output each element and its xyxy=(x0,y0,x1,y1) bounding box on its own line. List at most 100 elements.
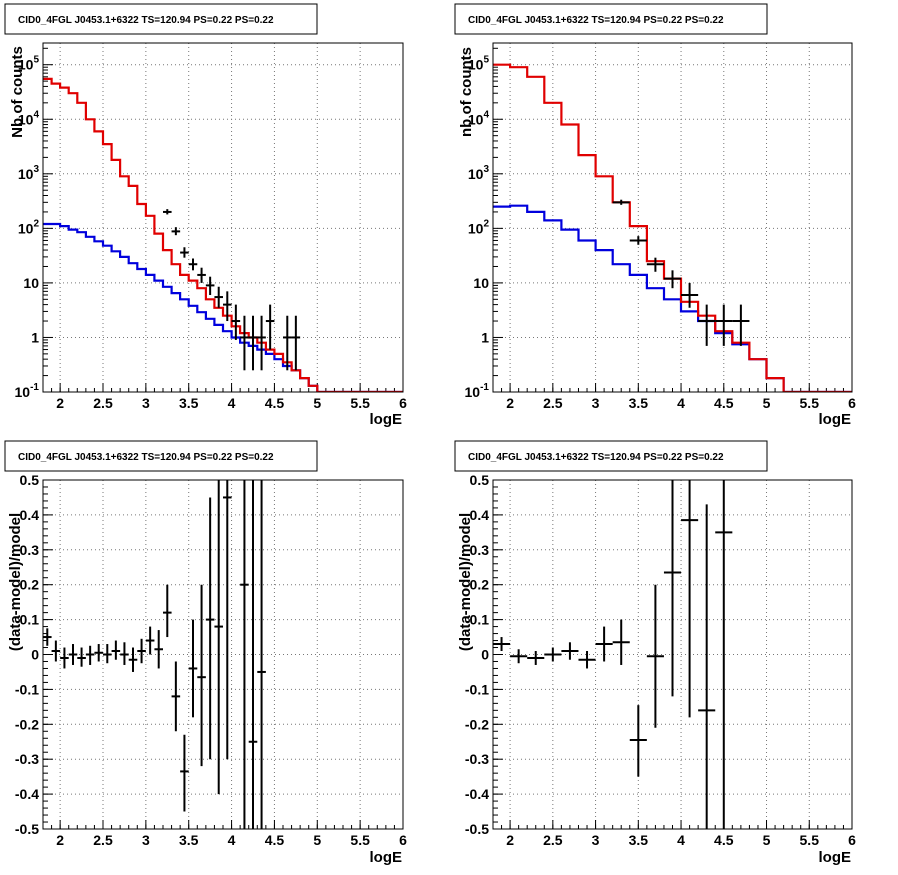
data-point xyxy=(663,270,682,289)
x-tick-label: 4 xyxy=(677,395,685,411)
residual-point xyxy=(612,619,630,665)
residual-point xyxy=(145,626,155,655)
series-group xyxy=(493,480,733,829)
x-tick-label: 4.5 xyxy=(714,832,734,848)
x-tick-label: 4 xyxy=(228,395,236,411)
data-point xyxy=(231,304,241,340)
x-tick-label: 2 xyxy=(506,832,514,848)
x-tick-label: 5 xyxy=(313,395,321,411)
data-point xyxy=(698,304,716,346)
y-tick-label: 0.4 xyxy=(470,507,490,523)
data-point xyxy=(197,267,206,283)
panel-counts-coarse: CID0_4FGL J0453.1+6322 TS=120.94 PS=0.22… xyxy=(454,3,856,428)
data-point xyxy=(171,227,181,236)
x-tick-label: 3 xyxy=(592,832,600,848)
data-point xyxy=(265,304,275,350)
y-tick-label: -0.2 xyxy=(15,716,39,732)
residual-point xyxy=(715,480,733,829)
x-tick-label: 3.5 xyxy=(629,395,649,411)
y-tick-label: 10 xyxy=(23,275,39,291)
plot-area: 2 2.5 3 3.5 4 4.5 5 5.5 6 10-1 1 10 102 103 104 105 xyxy=(465,42,856,411)
residual-point xyxy=(51,640,61,662)
residual-point xyxy=(544,647,562,662)
x-tick-label: 2.5 xyxy=(93,395,113,411)
plot-frame xyxy=(42,479,404,830)
x-axis-label: logE xyxy=(370,849,403,866)
y-tick-label: 1 xyxy=(31,329,39,345)
y-tick-label: 103 xyxy=(18,164,40,182)
plot-frame xyxy=(42,42,404,393)
residual-point xyxy=(527,651,545,665)
plot-frame xyxy=(492,42,853,393)
plot-area: 2 2.5 3 3.5 4 4.5 5 5.5 6 -0.5 -0.4 -0.3 -0.2 -0.1 0 0.… xyxy=(465,472,856,848)
residual-point xyxy=(248,480,258,829)
panel-residuals-fine: CID0_4FGL J0453.1+6322 TS=120.94 PS=0.22… xyxy=(4,440,407,866)
data-point xyxy=(180,247,189,258)
panel-title: CID0_4FGL J0453.1+6322 TS=120.94 PS=0.22… xyxy=(468,452,724,463)
y-tick-label: 0.3 xyxy=(470,542,490,558)
y-tick-label: 104 xyxy=(468,109,490,127)
x-tick-label: 2 xyxy=(506,395,514,411)
data-point xyxy=(283,315,292,371)
residual-point xyxy=(128,647,138,672)
title-box xyxy=(4,440,318,472)
x-tick-label: 5.5 xyxy=(350,832,370,848)
x-tick-label: 5 xyxy=(763,395,771,411)
x-axis-label: logE xyxy=(819,411,852,428)
x-tick-label: 4.5 xyxy=(265,395,285,411)
residual-point xyxy=(561,642,579,660)
series-group xyxy=(493,63,852,392)
data-point xyxy=(205,276,215,296)
y-tick-label: 0.3 xyxy=(20,542,40,558)
residual-point xyxy=(94,644,103,662)
series-group xyxy=(43,480,266,829)
x-tick-label: 2.5 xyxy=(543,832,563,848)
model-total-line xyxy=(493,63,852,392)
title-box xyxy=(454,3,768,35)
y-tick-label: 0 xyxy=(31,647,39,663)
y-tick-label: 0.1 xyxy=(20,612,40,628)
residual-point xyxy=(578,651,596,669)
y-tick-label: 104 xyxy=(18,109,40,127)
data-point xyxy=(188,258,198,271)
x-tick-label: 6 xyxy=(848,832,856,848)
x-tick-label: 2.5 xyxy=(543,395,563,411)
panel-title: CID0_4FGL J0453.1+6322 TS=120.94 PS=0.22… xyxy=(468,15,724,26)
y-tick-label: -0.5 xyxy=(15,821,39,837)
x-axis-label: logE xyxy=(370,411,403,428)
y-tick-label: 0.4 xyxy=(20,507,40,523)
residual-point xyxy=(681,480,699,718)
y-tick-label: 10 xyxy=(473,275,489,291)
series-group xyxy=(43,77,403,392)
residual-point xyxy=(85,645,95,665)
panel-counts-fine: CID0_4FGL J0453.1+6322 TS=120.94 PS=0.22… xyxy=(4,3,407,428)
y-tick-label: -0.1 xyxy=(15,681,39,697)
y-axis-label: (data-model)/model xyxy=(457,513,474,651)
y-tick-label: 0.2 xyxy=(20,577,40,593)
x-tick-label: 4 xyxy=(677,832,685,848)
residual-point xyxy=(77,647,86,667)
data-point xyxy=(681,282,699,308)
residual-point xyxy=(595,626,613,662)
residual-point xyxy=(223,480,232,760)
y-tick-label: 103 xyxy=(468,164,490,182)
x-tick-label: 5.5 xyxy=(800,395,820,411)
data-point xyxy=(214,286,223,308)
x-tick-label: 2 xyxy=(56,395,64,411)
y-tick-label: -0.3 xyxy=(15,751,39,767)
y-tick-label: 105 xyxy=(18,55,40,73)
x-tick-label: 3 xyxy=(142,832,150,848)
y-tick-label: 0.2 xyxy=(470,577,490,593)
data-point xyxy=(240,315,249,371)
y-tick-label: -0.5 xyxy=(465,821,489,837)
model-total-line xyxy=(43,77,403,392)
data-point xyxy=(732,304,750,346)
x-axis-label: logE xyxy=(819,849,852,866)
y-tick-label: -0.3 xyxy=(465,751,489,767)
x-tick-label: 6 xyxy=(848,395,856,411)
data-point xyxy=(612,199,630,205)
residual-point xyxy=(698,504,716,829)
y-tick-label: 102 xyxy=(18,218,40,236)
residual-point xyxy=(68,644,78,665)
